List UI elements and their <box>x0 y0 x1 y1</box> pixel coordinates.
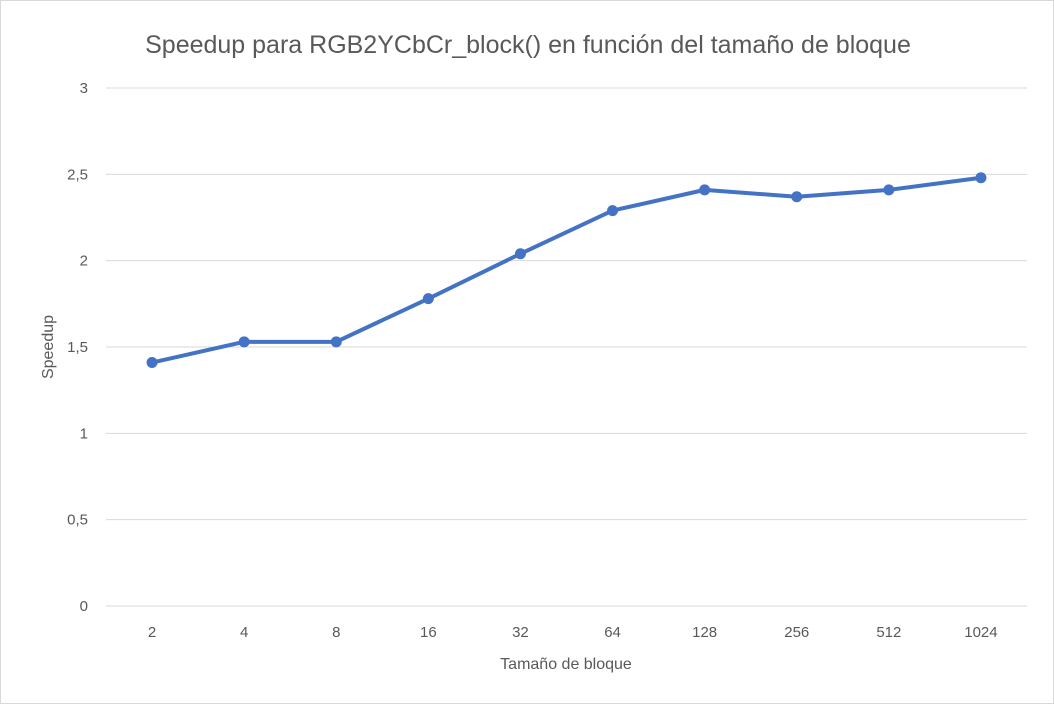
chart-title: Speedup para RGB2YCbCr_block() en funció… <box>145 31 911 59</box>
x-tick-label: 128 <box>692 624 717 641</box>
y-tick-label: 1 <box>80 425 88 442</box>
x-tick-label: 16 <box>420 624 437 641</box>
data-point <box>514 248 526 260</box>
y-tick-label: 1,5 <box>67 339 88 356</box>
x-tick-label: 4 <box>240 624 248 641</box>
x-tick-label: 512 <box>876 624 901 641</box>
y-tick-label: 2,5 <box>67 166 88 183</box>
data-point <box>883 184 895 196</box>
x-tick-label: 256 <box>784 624 809 641</box>
y-tick-label: 0 <box>80 598 88 615</box>
x-axis-ticks: 2 4 8 16 32 64 128 256 512 1024 <box>148 624 998 641</box>
x-tick-label: 2 <box>148 624 156 641</box>
data-point <box>422 293 434 305</box>
y-axis-ticks: 0 0,5 1 1,5 2 2,5 3 <box>67 80 88 615</box>
x-tick-label: 32 <box>512 624 529 641</box>
x-tick-label: 1024 <box>964 624 997 641</box>
x-tick-label: 8 <box>332 624 340 641</box>
series-group <box>146 172 987 369</box>
series-line <box>150 175 983 365</box>
y-tick-label: 2 <box>80 253 88 270</box>
x-axis-label: Tamaño de bloque <box>500 656 632 673</box>
data-point <box>238 336 250 348</box>
data-point <box>330 336 342 348</box>
y-axis-label: Speedup <box>40 315 57 379</box>
data-point <box>975 172 987 184</box>
gridlines <box>106 87 1027 607</box>
y-tick-label: 0,5 <box>67 512 88 529</box>
data-point <box>607 205 619 217</box>
data-point <box>146 357 158 369</box>
y-tick-label: 3 <box>80 80 88 97</box>
x-tick-label: 64 <box>604 624 621 641</box>
data-point <box>791 191 803 203</box>
data-point <box>699 184 711 196</box>
